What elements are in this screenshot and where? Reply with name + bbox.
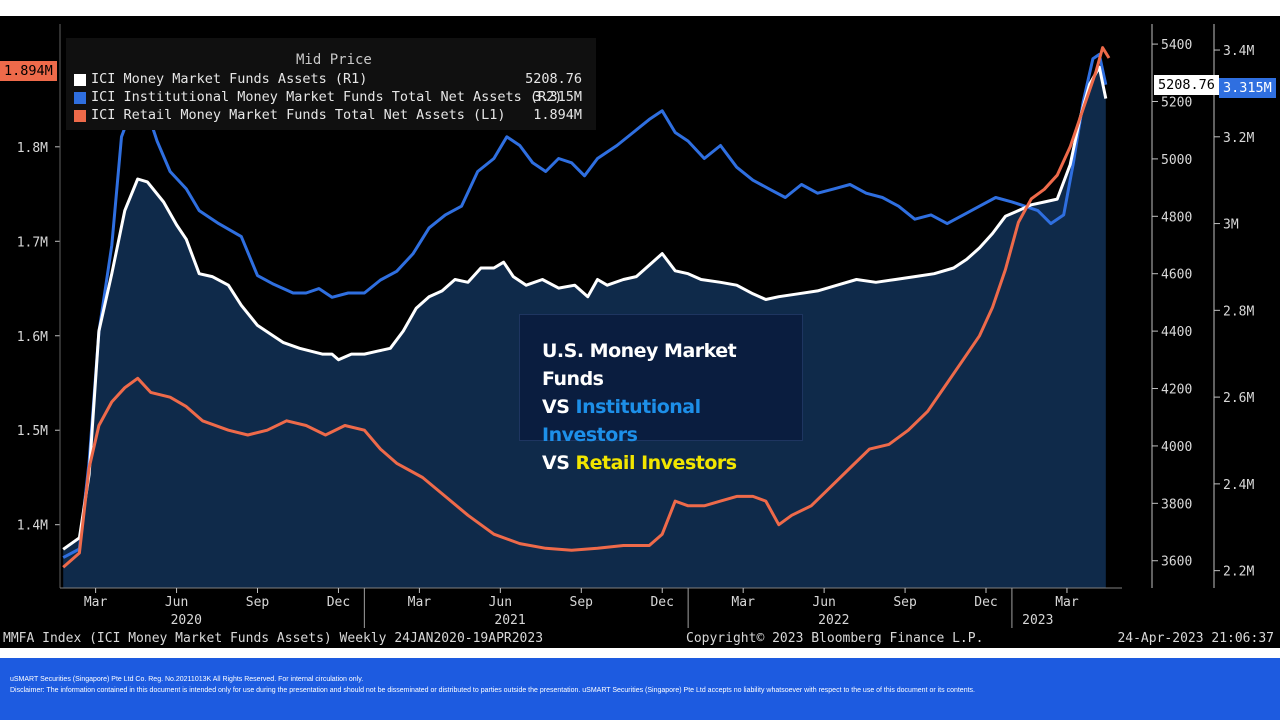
legend-label: ICI Money Market Funds Assets (R1) (91, 71, 368, 87)
left-axis-tick-label: 1.4M (17, 519, 48, 534)
series-line-r1 (62, 65, 1108, 551)
r2-axis-tick-label: 2.8M (1223, 304, 1254, 319)
r1-axis-tick-label: 4000 (1161, 440, 1192, 455)
x-axis-month-label: Dec (327, 595, 350, 610)
r1-axis-tick-label: 4200 (1161, 383, 1192, 398)
chart-area: 1.4M 1.5M 1.6M 1.7M 1.8M 3600 3800 4000 4200 4400… (0, 16, 1280, 648)
legend-item-r2: ICI Institutional Money Market Funds Tot… (74, 89, 594, 107)
r2-axis-tick-label: 2.6M (1223, 391, 1254, 406)
left-axis-tick-label: 1.7M (17, 235, 48, 250)
legend-value: 3.315M (533, 89, 582, 105)
r1-axis-tick-label: 4800 (1161, 210, 1192, 225)
last-value-tag-r1: 5208.76 (1154, 75, 1219, 95)
legend-swatch (74, 74, 86, 86)
disclaimer-line2: Disclaimer: The information contained in… (10, 687, 975, 694)
x-axis-month-label: Jun (489, 595, 512, 610)
legend-value: 5208.76 (525, 71, 582, 87)
left-axis-tick-label: 1.5M (17, 424, 48, 439)
series-line-left (62, 46, 1111, 569)
r2-axis-tick-label: 2.2M (1223, 565, 1254, 580)
r1-axis-tick-label: 5000 (1161, 153, 1192, 168)
legend: Mid Price ICI Money Market Funds Assets … (66, 38, 596, 130)
r2-axis-tick-label: 3.4M (1223, 44, 1254, 59)
x-axis-month-label: Mar (408, 595, 432, 610)
r1-axis-tick-label: 4600 (1161, 268, 1192, 283)
last-value-tag-left: 1.894M (0, 61, 57, 81)
disclaimer-line1: uSMART Securities (Singapore) Pte Ltd Co… (10, 676, 364, 683)
x-axis-month-label: Mar (1055, 595, 1079, 610)
chart-footer-source: MMFA Index (ICI Money Market Funds Asset… (3, 631, 543, 646)
info-box-line2-highlight: Institutional Investors (542, 396, 701, 446)
disclaimer-bar: uSMART Securities (Singapore) Pte Ltd Co… (0, 658, 1280, 720)
legend-item-l1: ICI Retail Money Market Funds Total Net … (74, 107, 594, 125)
r1-axis-tick-label: 5400 (1161, 38, 1192, 53)
x-axis-month-label: Jun (165, 595, 188, 610)
left-axis-tick-label: 1.8M (17, 141, 48, 156)
chart-footer-timestamp: 24-Apr-2023 21:06:37 (1117, 631, 1274, 646)
r1-axis-tick-label: 3600 (1161, 555, 1192, 570)
r1-axis-tick-label: 3800 (1161, 497, 1192, 512)
r2-axis-tick-label: 2.4M (1223, 478, 1254, 493)
left-axis-tick-label: 1.6M (17, 330, 48, 345)
info-box-line2: VS Institutional Investors (542, 393, 802, 449)
r1-axis-tick-label: 4400 (1161, 325, 1192, 340)
x-axis-month-label: Sep (893, 595, 917, 610)
x-axis-year-label: 2020 (171, 613, 202, 628)
legend-swatch (74, 92, 86, 104)
r2-axis-tick-label: 3M (1223, 218, 1239, 233)
info-box-line3-highlight: Retail Investors (575, 452, 738, 474)
legend-title: Mid Price (296, 52, 372, 68)
info-box-line2-prefix: VS (542, 396, 576, 418)
x-axis-year-label: 2023 (1022, 613, 1053, 628)
r1-axis-tick-label: 5200 (1161, 95, 1192, 110)
series-line-r2 (62, 52, 1108, 559)
x-axis-month-label: Mar (84, 595, 108, 610)
info-box-line3: VS Retail Investors (542, 449, 802, 477)
x-axis-month-label: Mar (731, 595, 755, 610)
chart-footer-copyright: Copyright© 2023 Bloomberg Finance L.P. (686, 631, 983, 646)
legend-value: 1.894M (533, 107, 582, 123)
x-axis-month-label: Sep (246, 595, 270, 610)
info-box-line1: U.S. Money Market Funds (542, 340, 737, 390)
legend-item-r1: ICI Money Market Funds Assets (R1) 5208.… (74, 71, 594, 89)
x-axis-month-label: Dec (650, 595, 673, 610)
x-axis-year-label: 2022 (818, 613, 849, 628)
legend-label: ICI Institutional Money Market Funds Tot… (91, 89, 563, 105)
info-box-line3-prefix: VS (542, 452, 576, 474)
info-box: U.S. Money Market Funds VS Institutional… (519, 314, 803, 474)
x-axis-month-label: Dec (974, 595, 997, 610)
legend-label: ICI Retail Money Market Funds Total Net … (91, 107, 506, 123)
x-axis-month-label: Sep (570, 595, 594, 610)
x-axis-month-label: Jun (812, 595, 835, 610)
last-value-tag-r2: 3.315M (1219, 78, 1276, 98)
legend-swatch (74, 110, 86, 122)
r2-axis-tick-label: 3.2M (1223, 131, 1254, 146)
x-axis-year-label: 2021 (494, 613, 525, 628)
